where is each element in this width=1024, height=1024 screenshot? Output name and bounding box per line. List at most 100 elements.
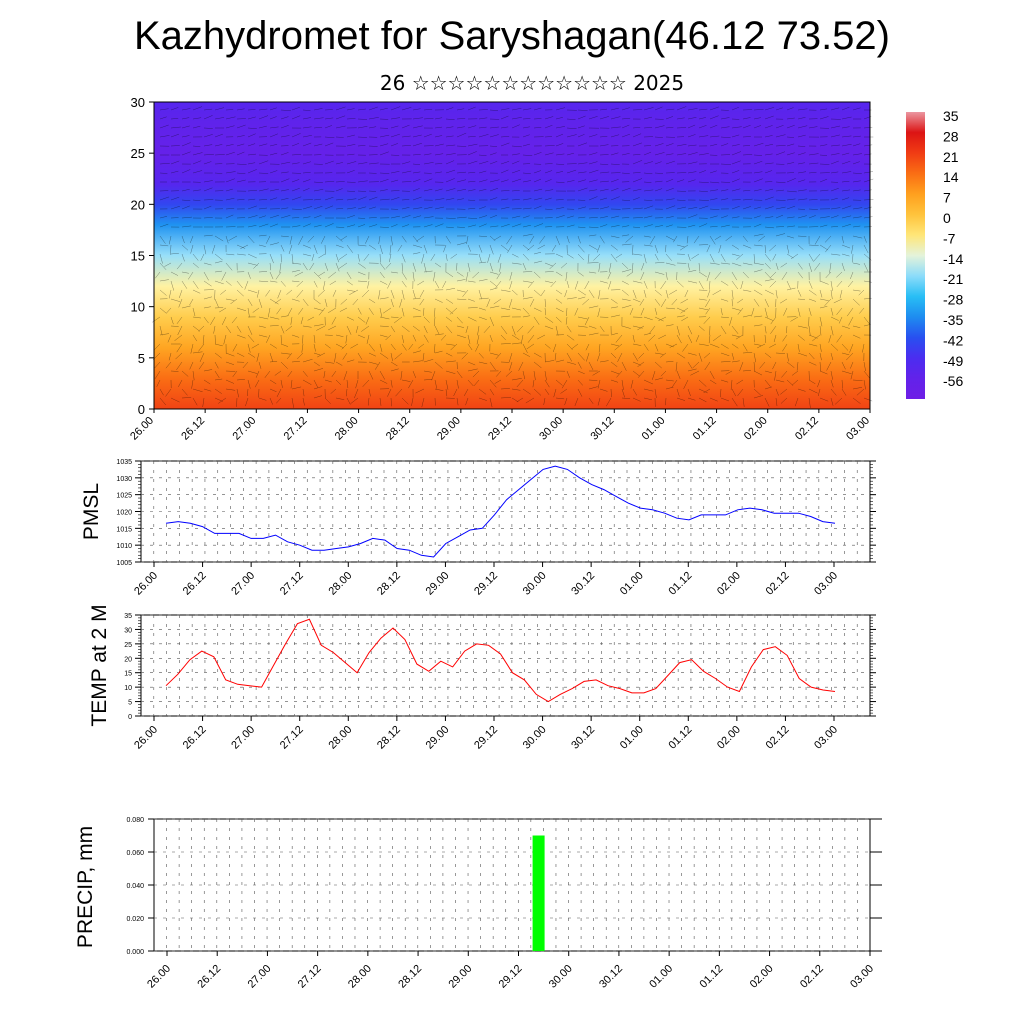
- wind-barb: [401, 271, 407, 280]
- wind-barb: [324, 136, 335, 139]
- wind-barb: [654, 152, 665, 156]
- wind-barb: [291, 208, 302, 210]
- colorbar-label: 28: [943, 128, 959, 144]
- wind-barb: [445, 198, 455, 201]
- wind-barb: [269, 262, 272, 271]
- wind-barb: [527, 334, 535, 343]
- wind-barb: [797, 298, 806, 300]
- wind-barb: [698, 397, 707, 403]
- wind-barb: [544, 360, 555, 363]
- wind-barb: [203, 199, 214, 201]
- wind-barb: [192, 289, 201, 294]
- wind-barb: [225, 171, 236, 174]
- wind-barb: [265, 235, 271, 244]
- wind-barb: [456, 316, 463, 324]
- wind-barb: [839, 289, 843, 299]
- wind-barb: [231, 316, 238, 324]
- wind-barb: [522, 307, 530, 315]
- wind-barb: [500, 343, 511, 345]
- wind-barb: [643, 127, 653, 129]
- wind-barb: [687, 144, 697, 147]
- wind-barb: [313, 205, 323, 210]
- wind-barb: [408, 343, 414, 350]
- wind-barb: [533, 170, 542, 174]
- wind-barb: [313, 334, 316, 344]
- wind-barb: [566, 334, 575, 341]
- wind-barb: [445, 388, 448, 397]
- wind-barb: [192, 106, 203, 111]
- wind-barb: [808, 298, 817, 302]
- wind-barb: [280, 334, 282, 344]
- wind-barb: [658, 334, 667, 340]
- wind-barb: [280, 197, 289, 201]
- wind-barb: [236, 307, 247, 312]
- wind-barb: [190, 343, 194, 354]
- wind-barb: [456, 198, 464, 201]
- wind-barb: [465, 397, 469, 406]
- wind-barb: [214, 361, 219, 369]
- wind-barb: [280, 325, 285, 334]
- wind-barb: [863, 379, 866, 390]
- precip-x-tick-label: 29.00: [446, 963, 474, 991]
- heatmap-x-tick-label: 28.12: [384, 415, 412, 443]
- pmsl-x-tick-label: 26.12: [181, 570, 209, 598]
- wind-barb: [389, 244, 392, 255]
- wind-barb: [671, 298, 678, 306]
- wind-barb: [390, 179, 399, 183]
- wind-barb: [774, 370, 777, 381]
- wind-barb: [511, 223, 522, 228]
- wind-barb: [566, 169, 577, 174]
- wind-barb: [489, 225, 499, 228]
- wind-barb: [500, 136, 510, 138]
- wind-barb: [280, 253, 282, 263]
- wind-barb: [852, 262, 861, 265]
- wind-barb: [500, 126, 509, 129]
- wind-barb: [665, 379, 674, 382]
- wind-barb: [247, 388, 249, 397]
- wind-barb: [539, 235, 546, 244]
- wind-barb: [289, 235, 293, 245]
- wind-barb: [654, 180, 663, 183]
- wind-barb: [608, 262, 612, 273]
- wind-barb: [676, 106, 687, 111]
- wind-barb: [379, 370, 386, 380]
- wind-barb: [707, 289, 711, 298]
- wind-barb: [757, 343, 766, 349]
- wind-barb: [753, 262, 764, 266]
- wind-barb: [280, 352, 291, 355]
- wind-barb: [367, 397, 370, 406]
- wind-barb: [533, 205, 542, 210]
- wind-barb: [167, 334, 172, 343]
- wind-barb: [280, 135, 290, 138]
- wind-barb: [313, 352, 321, 356]
- wind-barb: [544, 189, 554, 192]
- wind-barb: [786, 287, 796, 291]
- wind-barb: [610, 187, 619, 192]
- wind-barb: [625, 235, 634, 243]
- wind-barb: [291, 280, 300, 283]
- wind-barb: [555, 359, 565, 363]
- wind-barb: [637, 325, 645, 331]
- wind-barb: [456, 334, 466, 339]
- wind-barb: [863, 316, 871, 325]
- wind-barb: [632, 178, 643, 183]
- wind-barb: [357, 136, 368, 138]
- wind-barb: [390, 224, 398, 228]
- wind-barb: [825, 244, 832, 253]
- wind-barb: [574, 397, 579, 406]
- wind-barb: [610, 152, 619, 156]
- wind-barb: [731, 307, 741, 311]
- wind-barb: [154, 370, 161, 379]
- wind-barb: [852, 334, 861, 339]
- wind-barb: [478, 289, 482, 300]
- wind-barb: [176, 316, 183, 324]
- wind-barb: [830, 207, 841, 210]
- wind-barb: [786, 178, 796, 183]
- wind-barb: [597, 379, 601, 389]
- wind-barb: [176, 361, 183, 371]
- wind-barb: [434, 143, 444, 147]
- wind-barb: [665, 198, 675, 201]
- wind-barb: [456, 397, 459, 406]
- wind-barb: [852, 216, 862, 219]
- wind-barb: [698, 244, 709, 246]
